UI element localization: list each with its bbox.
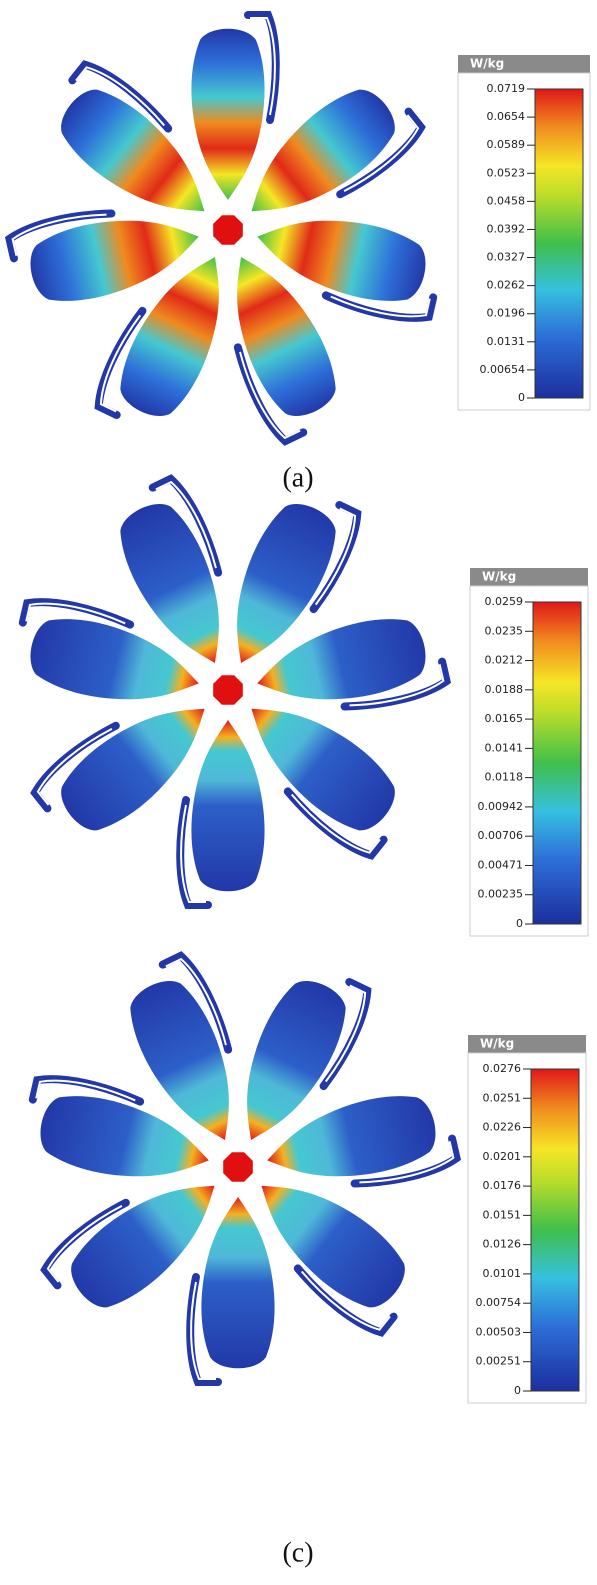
colorbar: [533, 602, 581, 924]
sar-map: [10, 476, 448, 905]
tick-label: 0.0141: [485, 741, 524, 754]
tick-label: 0.00471: [478, 858, 524, 871]
colorbar: [535, 89, 583, 398]
tick-label: 0.0118: [485, 771, 524, 784]
tick-label: 0.0126: [483, 1238, 522, 1251]
rat-body: [191, 29, 264, 200]
tick-label: 0: [514, 1384, 521, 1397]
tick-label: 0.0101: [483, 1267, 522, 1280]
tick-label: 0.0235: [485, 624, 524, 637]
tick-label: 0.0327: [487, 251, 526, 264]
caption: (a): [282, 462, 313, 493]
tick-label: 0.00706: [478, 829, 524, 842]
tick-label: 0.0226: [483, 1121, 522, 1134]
rat: [180, 720, 264, 905]
tick-label: 0: [516, 917, 523, 930]
panel: W/kg 0.0719 0.0654 0.0589 0.0523 0.0458 0.0392…: [8, 15, 590, 493]
tick-label: 0.00503: [476, 1325, 522, 1338]
tick-label: 0.0188: [485, 683, 524, 696]
tick-label: 0.0151: [483, 1208, 522, 1221]
sar-map: [8, 15, 446, 444]
tick-label: 0.0523: [487, 166, 526, 179]
rat: [191, 15, 275, 200]
caption: (c): [282, 1537, 313, 1568]
tick-label: 0.0131: [487, 335, 526, 348]
rat: [190, 1197, 274, 1382]
panel: W/kg 0.0259 0.0235 0.0212 0.0188 0.0165 0.0141…: [10, 476, 588, 1039]
tick-label: 0: [518, 391, 525, 404]
tick-label: 0.0589: [487, 138, 526, 151]
rat-body: [191, 720, 264, 891]
tick-label: 0.00754: [476, 1296, 522, 1309]
panel: W/kg 0.0276 0.0251 0.0226 0.0201 0.0176 0.0151…: [20, 953, 586, 1569]
tick-label: 0.0458: [487, 194, 526, 207]
tick-label: 0.0165: [485, 712, 524, 725]
tick-label: 0.0654: [487, 110, 526, 123]
figure: W/kg 0.0719 0.0654 0.0589 0.0523 0.0458 0.0392…: [0, 0, 597, 1585]
colorbar-unit: W/kg: [470, 57, 504, 71]
tick-label: 0.0201: [483, 1150, 522, 1163]
colorbar: [531, 1069, 579, 1391]
tick-label: 0.0259: [485, 595, 524, 608]
tick-label: 0.0276: [483, 1062, 522, 1075]
colorbar-unit: W/kg: [480, 1037, 514, 1051]
tick-label: 0.00942: [478, 800, 524, 813]
tick-label: 0.0251: [483, 1091, 522, 1104]
tick-label: 0.0196: [487, 307, 526, 320]
tick-label: 0.0212: [485, 654, 524, 667]
antenna: [223, 1152, 253, 1182]
tick-label: 0.00235: [478, 888, 524, 901]
tick-label: 0.0176: [483, 1179, 522, 1192]
sar-map: [20, 953, 458, 1382]
tick-label: 0.0719: [487, 82, 526, 95]
rat-body: [201, 1197, 274, 1368]
tick-label: 0.00654: [480, 363, 526, 376]
tick-label: 0.0392: [487, 222, 526, 235]
antenna: [213, 675, 243, 705]
colorbar-unit: W/kg: [482, 570, 516, 584]
tick-label: 0.00251: [476, 1355, 522, 1368]
tick-label: 0.0262: [487, 279, 526, 292]
antenna: [213, 215, 243, 245]
